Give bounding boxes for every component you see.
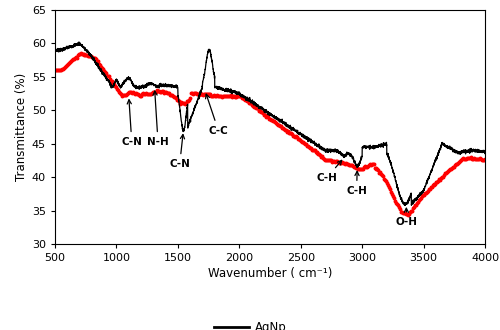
Text: C-H: C-H xyxy=(346,171,367,196)
X-axis label: Wavenumber ( cm⁻¹): Wavenumber ( cm⁻¹) xyxy=(208,267,332,280)
Legend: AgNp, Leaf extract: AgNp, Leaf extract xyxy=(214,321,326,330)
Text: C-N: C-N xyxy=(170,135,190,169)
Y-axis label: Transmittance (%): Transmittance (%) xyxy=(14,73,28,181)
Text: N-H: N-H xyxy=(147,91,169,147)
Text: C-C: C-C xyxy=(206,94,229,136)
Text: C-N: C-N xyxy=(122,100,142,147)
Text: O-H: O-H xyxy=(396,208,417,227)
Text: C-H: C-H xyxy=(316,160,342,182)
